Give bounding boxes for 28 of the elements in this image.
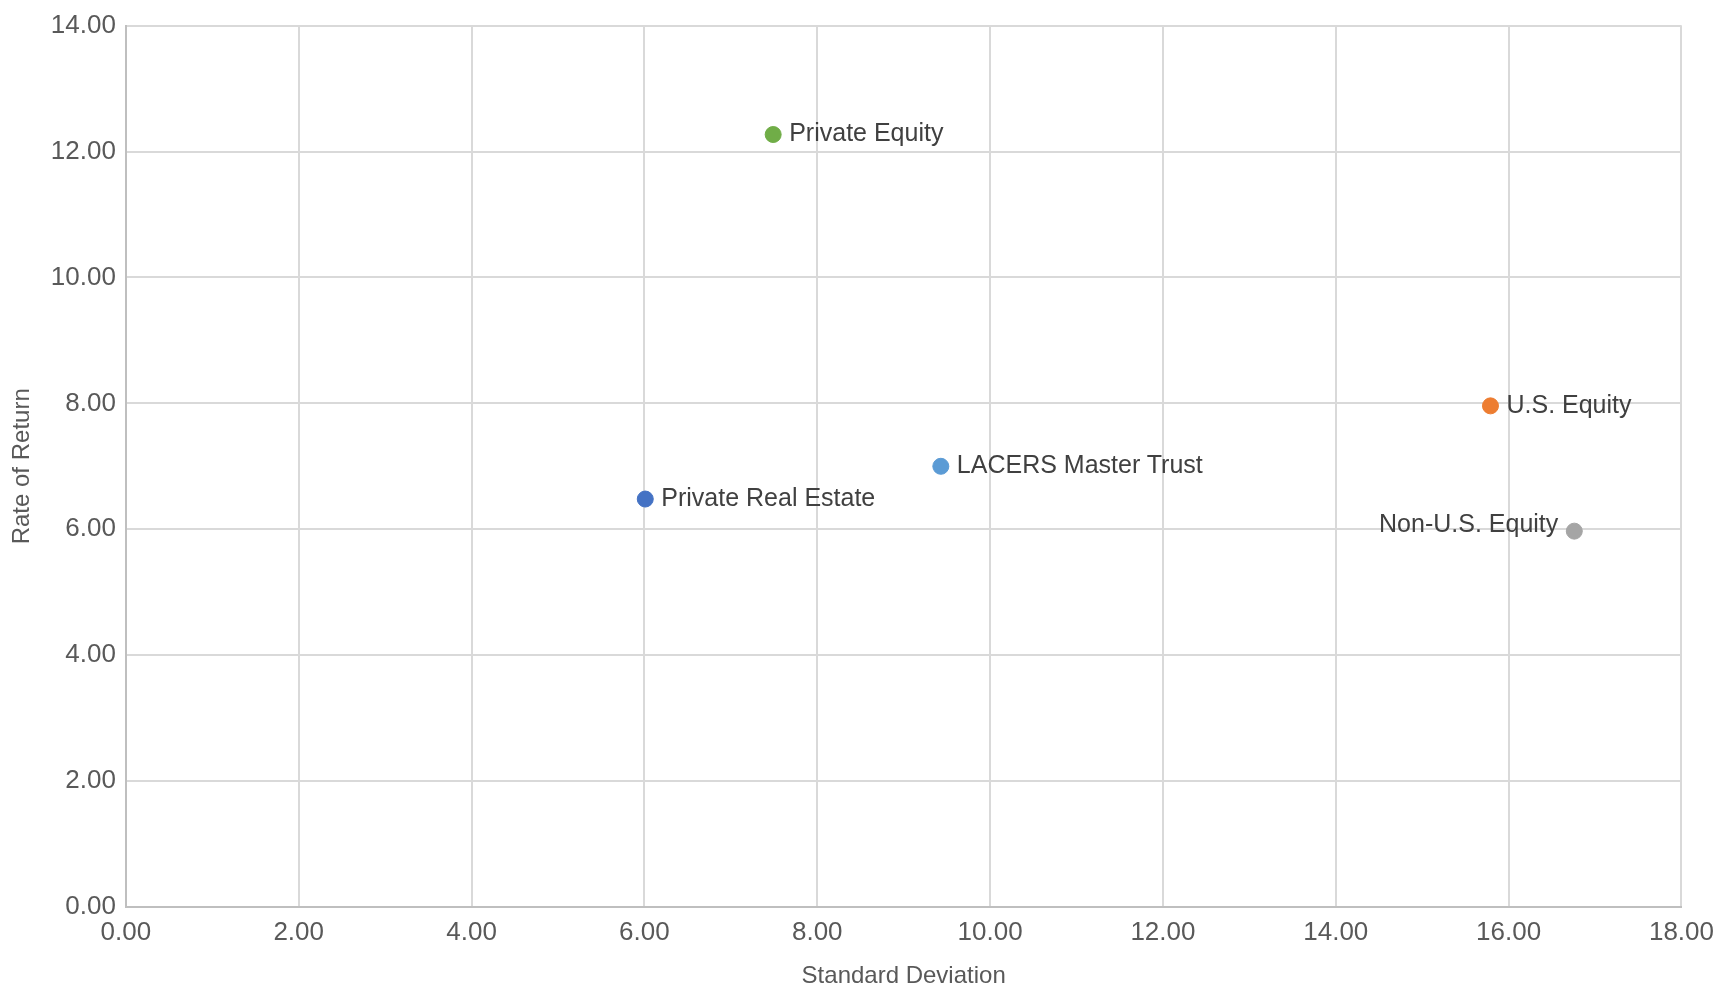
series-label: Private Real Estate	[661, 482, 876, 511]
x-tick-label: 8.00	[791, 915, 843, 946]
point	[932, 457, 950, 475]
x-axis-title: Standard Deviation	[801, 961, 1006, 989]
y-tick-label: 12.00	[50, 134, 116, 165]
x-tick-label: 18.00	[1648, 915, 1715, 946]
y-tick-label: 10.00	[50, 260, 116, 291]
point	[1481, 397, 1499, 415]
x-tick-label: 14.00	[1303, 915, 1369, 946]
x-tick-label: 10.00	[957, 915, 1023, 946]
point	[636, 490, 654, 508]
point	[1565, 522, 1583, 540]
x-tick-label: 6.00	[619, 915, 670, 946]
point	[764, 126, 782, 144]
y-tick-label: 6.00	[65, 512, 116, 543]
y-tick-label: 4.00	[65, 638, 116, 669]
x-tick-label: 2.00	[273, 915, 325, 946]
y-tick-label: 14.00	[50, 8, 116, 39]
series-label: Private Equity	[789, 118, 944, 147]
x-tick-label: 16.00	[1476, 915, 1542, 946]
series-label: U.S. Equity	[1506, 389, 1633, 418]
series-label: Non-U.S. Equity	[1379, 509, 1559, 538]
series-label: LACERS Master Trust	[956, 450, 1203, 479]
y-tick-label: 2.00	[65, 764, 116, 795]
x-tick-label: 12.00	[1130, 915, 1196, 946]
y-tick-label: 8.00	[65, 386, 116, 417]
x-tick-label: 4.00	[446, 915, 497, 946]
y-axis-title: Rate of Return	[7, 388, 35, 545]
